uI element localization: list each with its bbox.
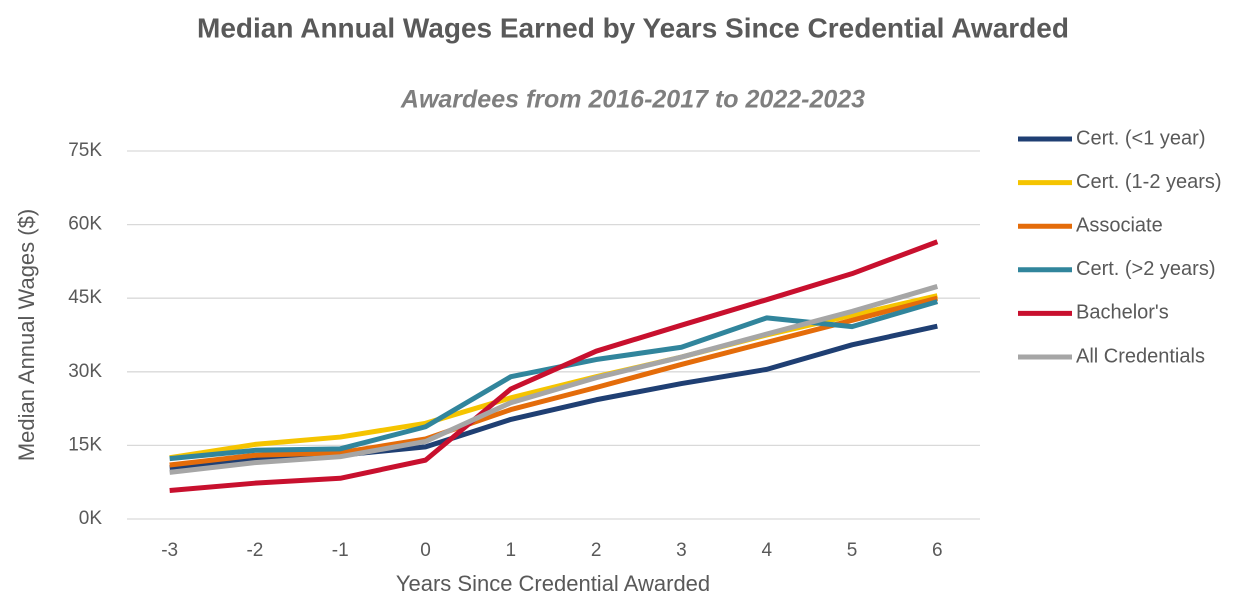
legend-label: Bachelor's	[1076, 302, 1169, 324]
x-axis-label: Years Since Credential Awarded	[396, 571, 710, 596]
x-tick-label: -1	[332, 540, 349, 561]
y-tick-label: 0K	[79, 508, 103, 529]
legend-label: Cert. (<1 year)	[1076, 127, 1205, 149]
chart-title: Median Annual Wages Earned by Years Sinc…	[197, 12, 1069, 43]
y-tick-label: 15K	[68, 434, 102, 455]
series-line	[169, 299, 939, 462]
series-line	[169, 295, 938, 468]
y-tick-label: 30K	[68, 361, 102, 382]
legend-label: Cert. (>2 years)	[1076, 258, 1215, 280]
y-tick-label: 75K	[68, 140, 102, 161]
x-tick-label: 0	[420, 540, 431, 561]
x-tick-label: -2	[246, 540, 263, 561]
series-line	[169, 284, 939, 475]
x-tick-label: 1	[506, 540, 517, 561]
series-line	[169, 239, 939, 494]
y-tick-label: 45K	[68, 287, 102, 308]
legend-label: Associate	[1076, 214, 1163, 236]
x-tick-label: 4	[761, 540, 772, 561]
x-tick-label: -3	[161, 540, 178, 561]
y-tick-label: 60K	[68, 214, 102, 235]
x-tick-label: 6	[932, 540, 943, 561]
legend-label: Cert. (1-2 years)	[1076, 171, 1222, 193]
y-axis-label: Median Annual Wages ($)	[14, 209, 39, 461]
x-tick-label: 5	[847, 540, 858, 561]
legend-label: All Credentials	[1076, 345, 1205, 367]
x-tick-label: 2	[591, 540, 602, 561]
x-tick-label: 3	[676, 540, 687, 561]
chart-subtitle: Awardees from 2016-2017 to 2022-2023	[400, 86, 865, 114]
